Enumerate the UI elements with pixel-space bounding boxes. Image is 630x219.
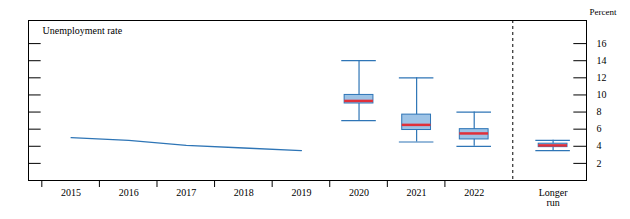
svg-text:2016: 2016 <box>119 187 139 198</box>
svg-text:Longerrun: Longerrun <box>539 187 569 208</box>
svg-text:8: 8 <box>597 106 602 117</box>
svg-text:2021: 2021 <box>407 187 427 198</box>
svg-text:16: 16 <box>597 38 607 49</box>
svg-text:2020: 2020 <box>349 187 369 198</box>
svg-text:2019: 2019 <box>291 187 311 198</box>
svg-text:10: 10 <box>597 89 607 100</box>
svg-text:14: 14 <box>597 55 607 66</box>
svg-text:6: 6 <box>597 123 602 134</box>
svg-text:2015: 2015 <box>61 187 81 198</box>
svg-text:12: 12 <box>597 72 607 83</box>
svg-text:Percent: Percent <box>590 7 617 17</box>
svg-text:4: 4 <box>597 140 602 151</box>
svg-text:2018: 2018 <box>234 187 254 198</box>
svg-text:Unemployment rate: Unemployment rate <box>43 25 123 36</box>
svg-text:2: 2 <box>597 158 602 169</box>
svg-text:2017: 2017 <box>176 187 196 198</box>
svg-text:2022: 2022 <box>464 187 484 198</box>
